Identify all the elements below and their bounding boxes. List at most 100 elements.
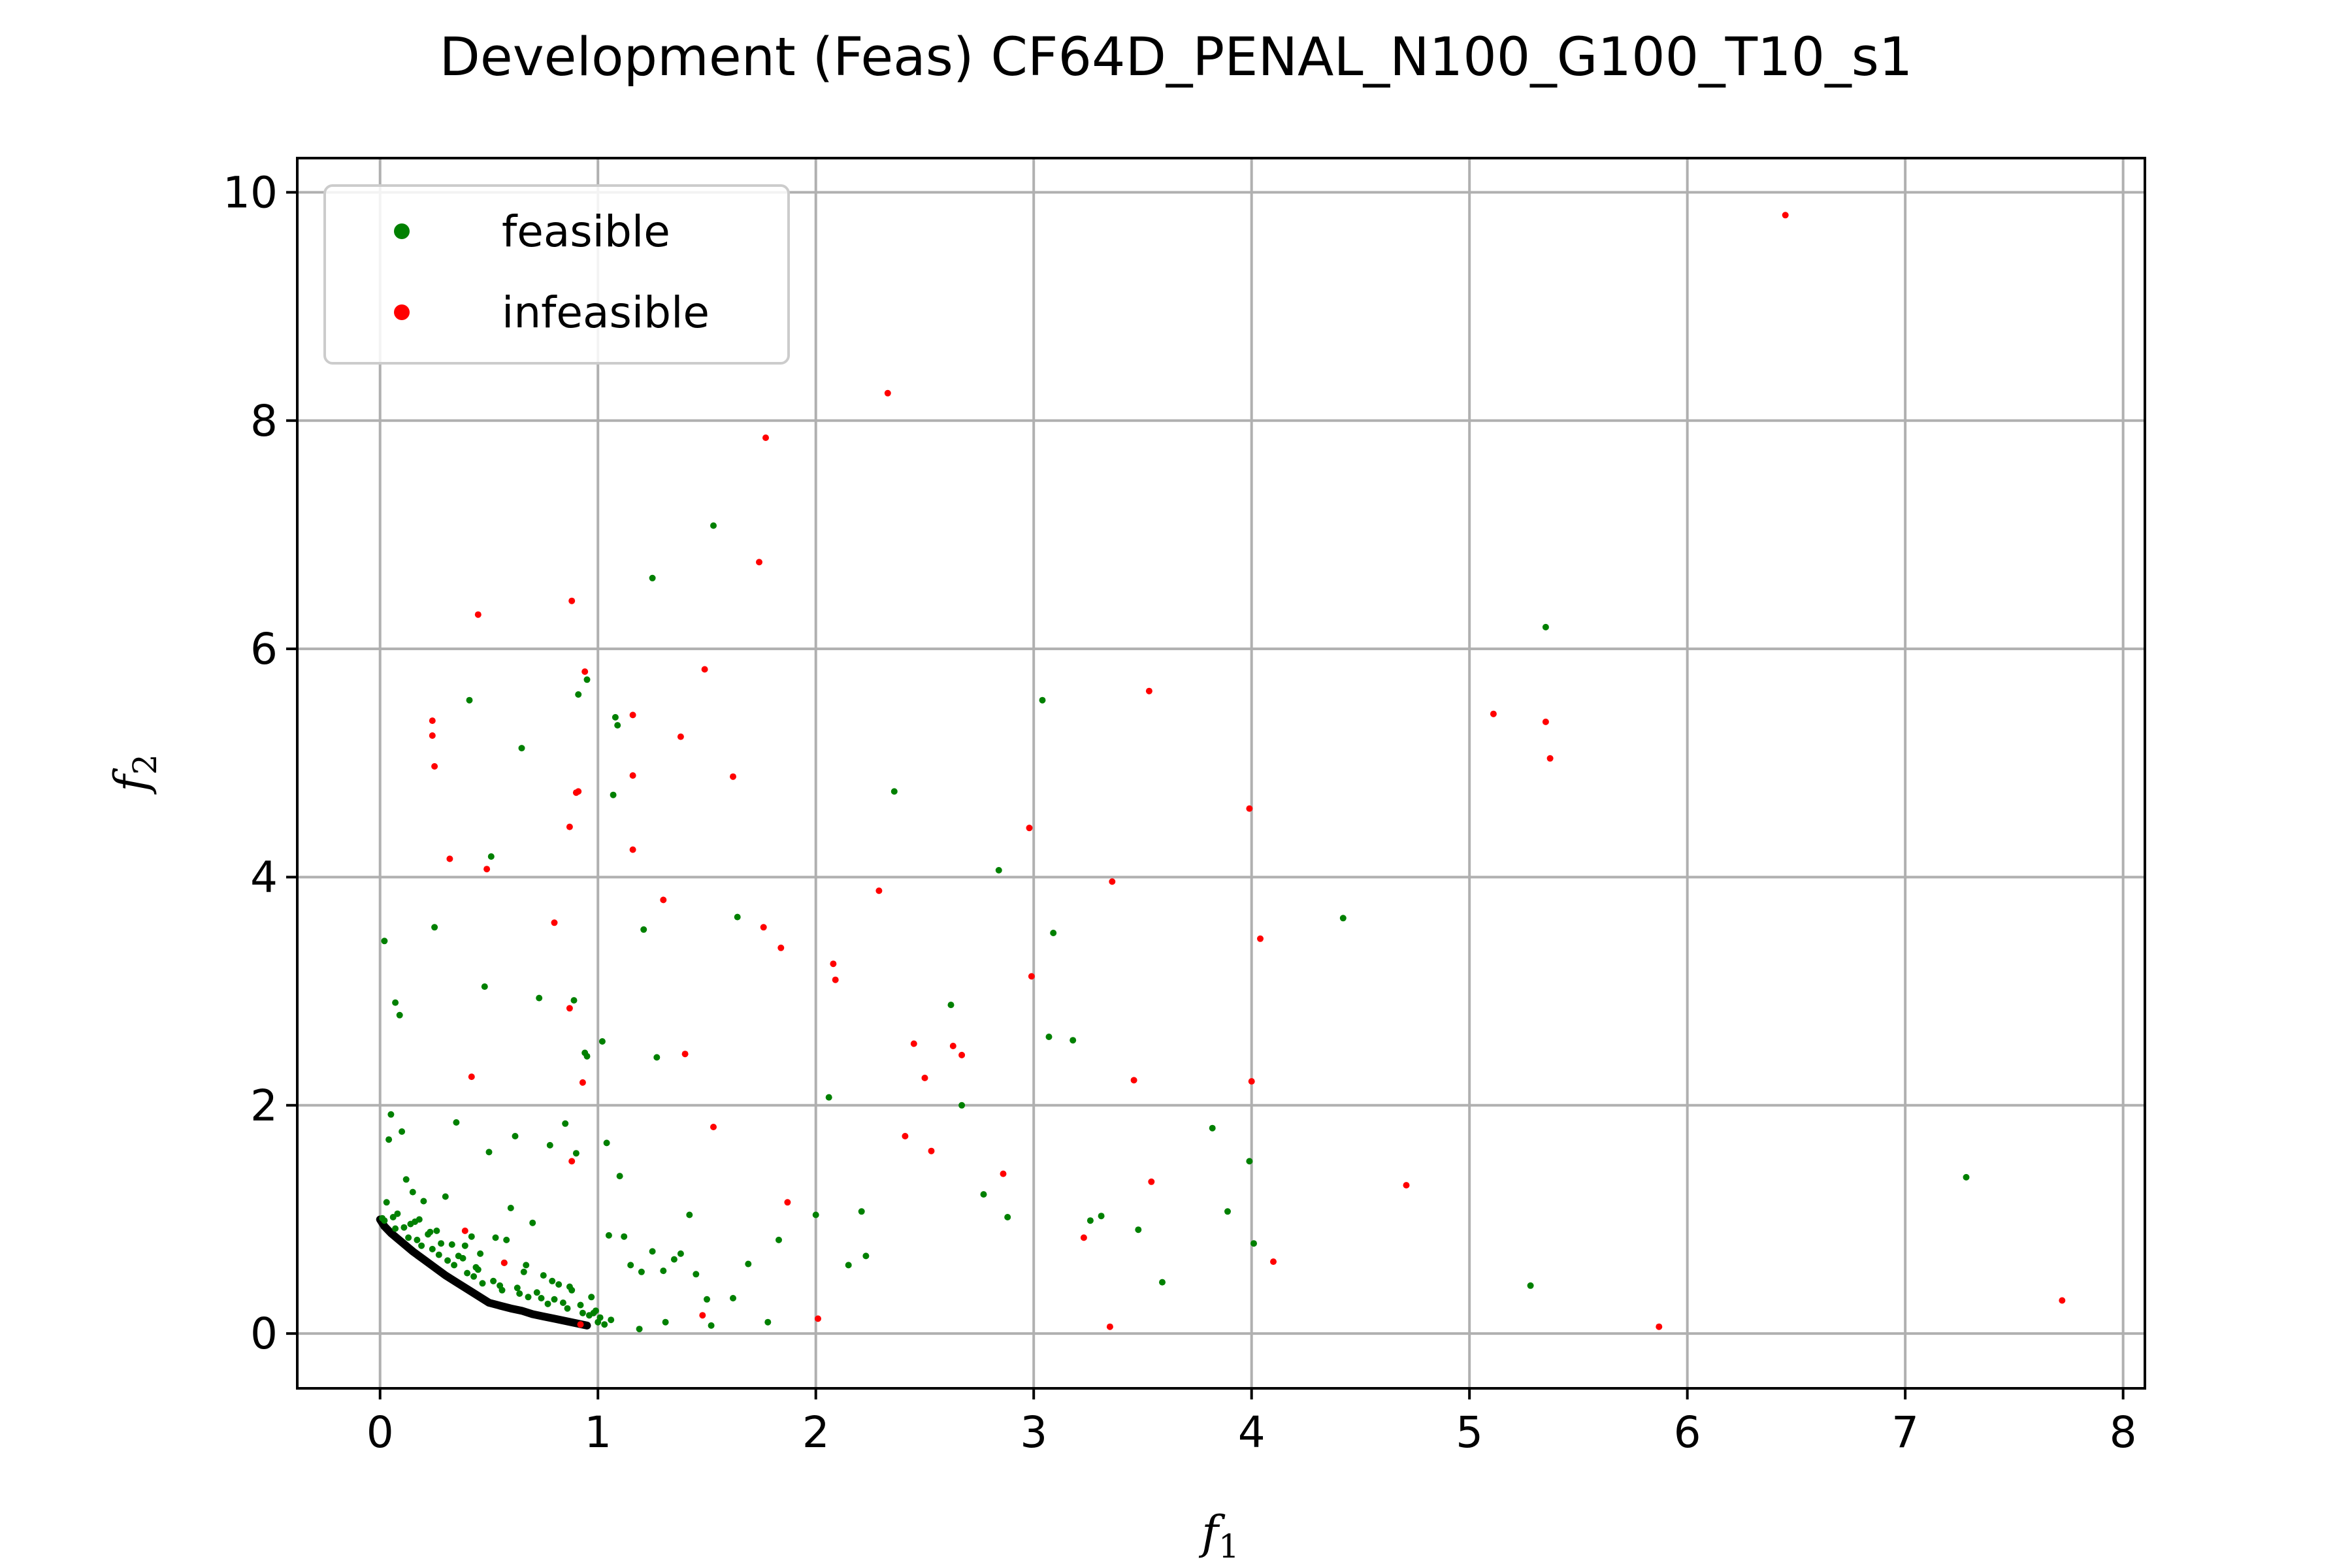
infeasible-point [699,1312,706,1319]
feasible-point [503,1236,510,1243]
feasible-point [575,691,582,698]
infeasible-point [784,1199,791,1206]
feasible-point [544,1300,551,1307]
feasible-point [745,1260,752,1267]
feasible-point [379,1215,386,1222]
infeasible-point [958,1051,966,1058]
feasible-point [435,1251,442,1258]
feasible-point [862,1252,870,1260]
infeasible-point [1542,718,1549,725]
feasible-point [1086,1217,1094,1224]
feasible-point [466,696,473,704]
feasible-point [1224,1208,1231,1215]
feasible-point [1209,1124,1216,1132]
x-tick-label: 4 [1238,1407,1266,1458]
infeasible-point [710,1124,717,1130]
infeasible-point [1656,1323,1663,1330]
x-tick-label: 8 [2110,1407,2137,1458]
feasible-point [490,1277,497,1284]
feasible-point [730,1295,736,1301]
feasible-point [1045,1034,1053,1040]
infeasible-point [1106,1323,1113,1330]
feasible-point [429,1245,436,1252]
feasible-point [1159,1279,1166,1286]
feasible-point [414,1236,421,1243]
y-tick-label: 10 [223,167,278,218]
feasible-point [442,1193,449,1200]
x-axis: 0 1 2 3 4 5 6 7 8 [367,1388,2137,1458]
feasible-point [1339,915,1347,922]
feasible-point [621,1233,628,1240]
feasible-point [497,1282,504,1289]
feasible-point [603,1139,610,1147]
feasible-point [958,1102,966,1109]
feasible-point [693,1271,700,1278]
feasible-point [653,1054,661,1061]
feasible-point [980,1191,987,1198]
infeasible-point [468,1073,475,1081]
feasible-point [538,1295,545,1301]
feasible-point [451,1262,458,1269]
feasible-point [776,1236,782,1243]
feasible-point [638,1268,645,1275]
infeasible-point [431,763,438,770]
feasible-point [614,722,621,729]
feasible-point [612,713,619,721]
feasible-point [605,1232,612,1239]
feasible-point [598,1038,606,1045]
legend-box [323,184,790,365]
feasible-point [686,1211,693,1218]
feasible-point [518,745,525,752]
feasible-point [464,1269,471,1277]
feasible-point [1963,1173,1970,1181]
feasible-point [649,574,656,581]
feasible-point [453,1119,460,1126]
chart-title: Development (Feas) CF64D_PENAL_N100_G100… [440,27,1913,88]
infeasible-point [629,711,636,719]
feasible-point [418,1242,425,1249]
infeasible-point [1109,878,1116,885]
infeasible-point [1270,1258,1277,1266]
feasible-point [825,1094,832,1101]
infeasible-point [1546,755,1554,762]
feasible-point [479,1280,486,1287]
grid [297,158,2145,1388]
feasible-point [520,1268,527,1275]
x-tick-label: 1 [584,1407,612,1458]
feasible-point [523,1262,530,1269]
feasible-point [431,924,438,931]
feasible-point [1098,1213,1105,1220]
infeasible-point [568,597,576,604]
infeasible-point [629,846,636,853]
feasible-point [662,1318,669,1326]
infeasible-point [446,855,453,862]
feasible-point [562,1120,569,1127]
feasible-point [660,1267,667,1275]
feasible-point [577,1301,584,1309]
legend: feasible infeasible [323,184,790,365]
y-tick-label: 2 [250,1081,278,1131]
y-axis-label: f2 [105,754,164,795]
feasible-point [402,1176,410,1183]
feasible-point [555,1281,563,1288]
feasible-point [394,1210,401,1217]
infeasible-point [730,773,736,780]
infeasible-point [1130,1077,1137,1084]
y-axis: 0 2 4 6 8 10 [223,167,297,1359]
infeasible-point [581,668,589,675]
feasible-point [1004,1214,1011,1220]
infeasible-point [483,866,491,873]
feasible-point [381,938,388,945]
x-tick-label: 5 [1456,1407,1483,1458]
feasible-point [636,1326,643,1333]
series-feasible [379,522,1970,1333]
infeasible-point [1248,1078,1255,1085]
feasible-point [405,1234,412,1241]
y-tick-label: 8 [250,396,278,446]
infeasible-point [910,1040,917,1047]
feasible-point [858,1208,865,1215]
feasible-point [507,1205,514,1211]
infeasible-point [629,772,636,779]
infeasible-point [572,789,580,796]
